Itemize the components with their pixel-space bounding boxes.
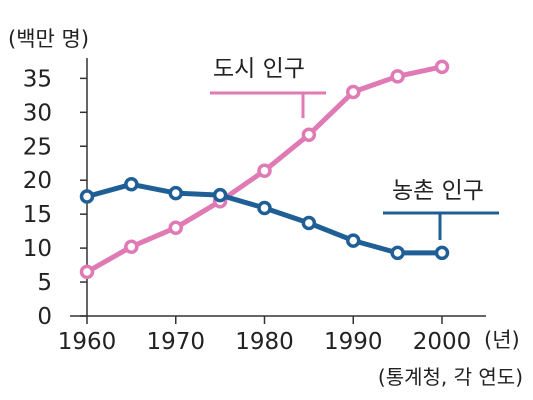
data-point-urban [434,59,450,75]
y-tick-label: 20 [23,168,52,194]
data-point-rural [301,215,317,231]
data-point-urban [168,220,183,235]
data-point-rural [257,200,272,216]
data-point-urban [79,264,95,280]
data-point-urban [124,239,139,254]
y-tick-label: 10 [23,236,52,262]
data-point-rural [79,189,95,204]
data-point-urban [390,69,405,84]
x-tick-label: 2000 [413,329,472,355]
x-axis-unit-label: (년) [484,328,520,352]
x-axis-ticks: 1960 1970 1980 1990 2000 [58,316,472,355]
y-tick-label: 35 [23,66,52,92]
urban-series-callout: 도시 인구 [210,56,326,118]
data-point-rural [168,185,183,201]
x-tick-label: 1970 [146,329,205,355]
x-axis: 1960 1970 1980 1990 2000 [58,315,486,355]
y-tick-label: 30 [23,100,52,126]
y-tick-label: 15 [23,202,52,228]
data-point-urban [301,127,317,142]
y-axis-ticks: 0 5 10 15 20 25 30 35 [23,66,87,330]
y-tick-label: 25 [23,134,52,160]
urban-callout-line [210,91,326,118]
series-lines [79,59,450,280]
data-point-rural [434,245,450,261]
y-tick-label: 5 [37,270,52,296]
data-point-urban [346,84,361,100]
data-point-rural [390,245,405,261]
data-point-rural [212,187,228,203]
data-point-rural [124,177,139,192]
rural-callout-line [383,211,499,240]
data-point-rural [346,233,361,248]
y-tick-label: 0 [37,304,52,330]
x-tick-label: 1960 [58,329,117,355]
y-axis-label: (백만 명) [8,27,89,51]
series-label-rural: 농촌 인구 [392,178,484,204]
source-label: (통계청, 각 연도) [378,365,523,389]
data-point-urban [257,163,272,178]
rural-series-callout: 농촌 인구 [383,178,499,240]
x-tick-label: 1990 [324,329,383,355]
series-label-urban: 도시 인구 [213,56,305,82]
x-tick-label: 1980 [235,329,294,355]
y-axis: 0 5 10 15 20 25 30 35 [23,58,88,330]
